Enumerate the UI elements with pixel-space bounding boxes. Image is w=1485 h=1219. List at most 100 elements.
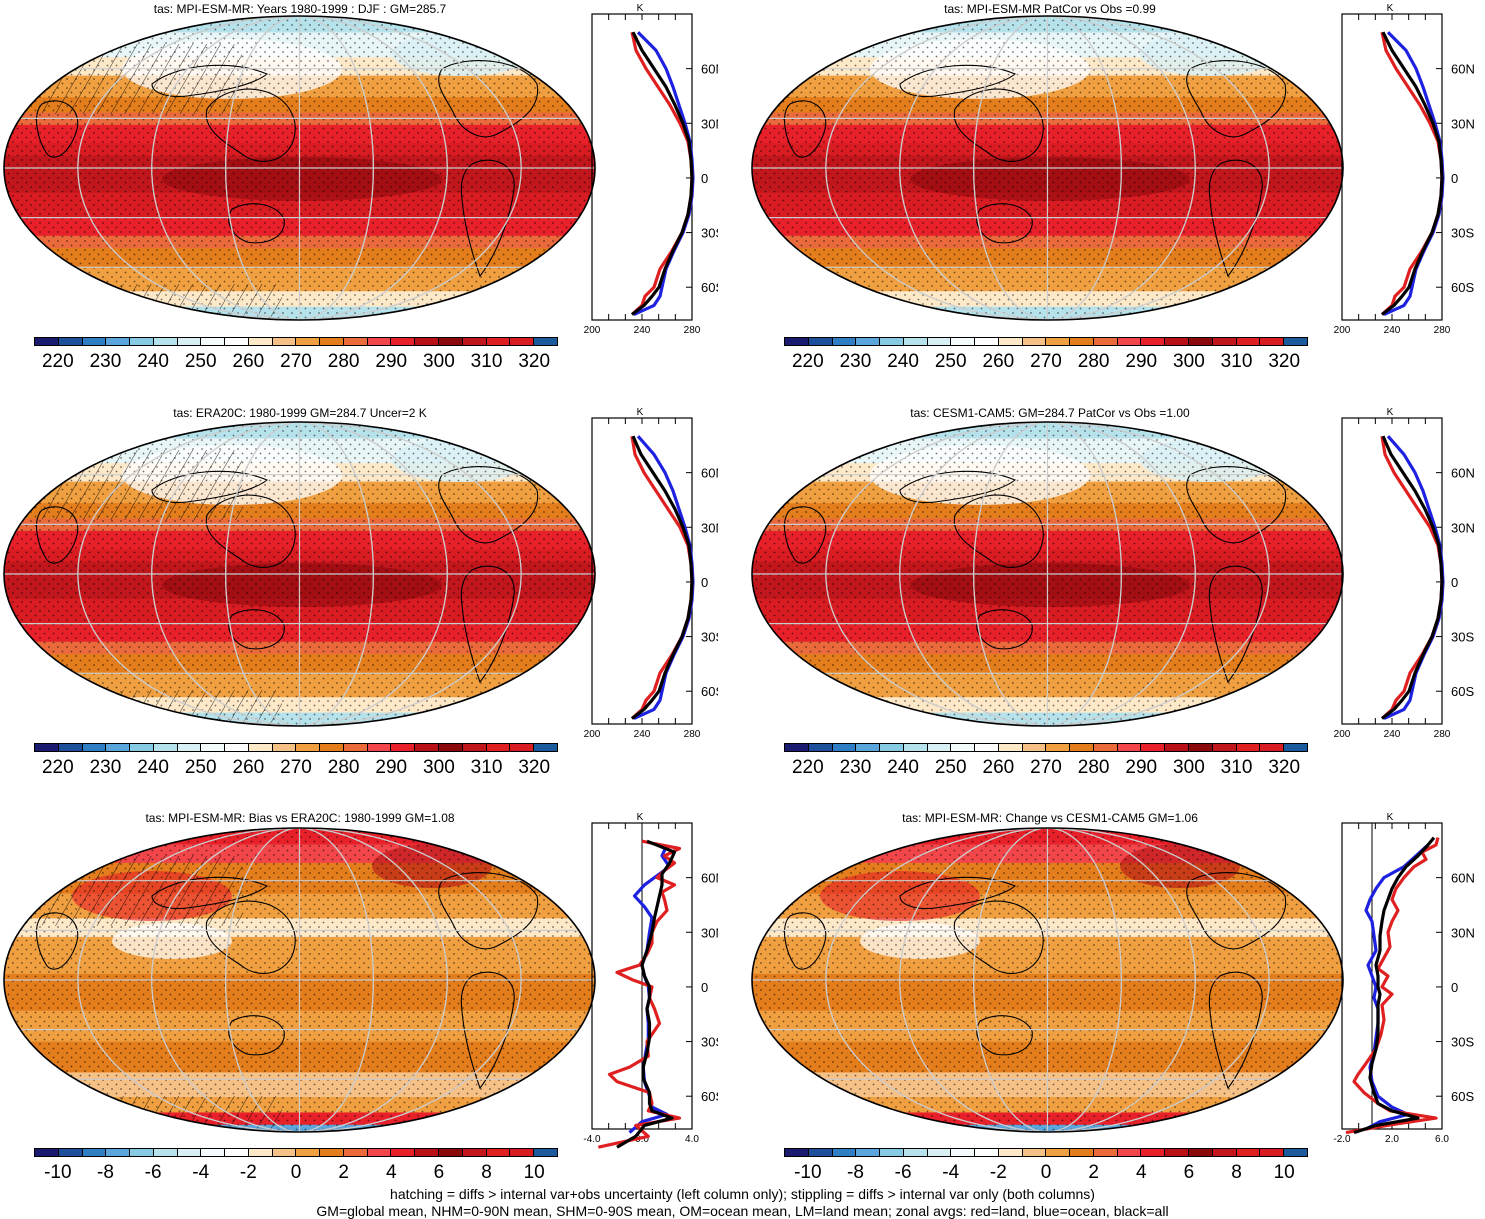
colorbar-tick-label: 260: [983, 351, 1015, 373]
colorbar-tick-label: 230: [90, 351, 122, 373]
colorbar-swatch: [975, 338, 999, 345]
panel-title: tas: MPI-ESM-MR: Bias vs ERA20C: 1980-19…: [0, 811, 600, 825]
lat-tick-label: 60S: [701, 280, 718, 295]
map-svg: [750, 420, 1345, 728]
colorbar-swatch: [439, 338, 463, 345]
colorbar-tick-label: -6: [895, 1162, 912, 1184]
colorbar-swatch: [487, 744, 511, 751]
colorbar-swatch: [344, 1149, 368, 1156]
colorbar-tick-label: 220: [792, 351, 824, 373]
colorbar-tick-label: 270: [280, 351, 312, 373]
colorbar-swatch: [809, 1149, 833, 1156]
lat-tick-label: 30N: [701, 925, 718, 940]
colorbar-tick-label: 260: [983, 757, 1015, 779]
colorbar-swatch: [391, 338, 415, 345]
zonal-line-land: [632, 32, 692, 314]
lat-tick-label: 30S: [701, 226, 718, 241]
colorbar-swatch: [785, 1149, 809, 1156]
colorbar-swatch: [1213, 338, 1237, 345]
colorbar-swatch: [130, 744, 154, 751]
colorbar-swatch: [1118, 338, 1142, 345]
colorbar-swatch: [59, 1149, 83, 1156]
lat-tick-label: 30S: [1451, 630, 1474, 645]
colorbar-swatch: [1213, 744, 1237, 751]
colorbar-swatch: [904, 338, 928, 345]
colorbar-swatch: [249, 744, 273, 751]
colorbar-tick-label: 320: [1268, 757, 1300, 779]
map-svg: [750, 14, 1345, 322]
colorbar-swatch: [487, 338, 511, 345]
colorbar-tick-label: 280: [1078, 757, 1110, 779]
colorbar-swatch: [1213, 1149, 1237, 1156]
panel-title: tas: MPI-ESM-MR: Change vs CESM1-CAM5 GM…: [750, 811, 1350, 825]
colorbar-tick-label: 2: [338, 1162, 349, 1184]
lat-tick-label: 60N: [701, 62, 718, 77]
colorbar-swatch: [296, 744, 320, 751]
colorbar-swatch: [1141, 1149, 1165, 1156]
colorbar-swatch: [880, 1149, 904, 1156]
colorbar-tick-label: 280: [328, 757, 360, 779]
colorbar-swatch: [1284, 1149, 1307, 1156]
zonal-line-all: [632, 436, 692, 718]
colorbar-tick-label: 290: [1125, 351, 1157, 373]
colorbar-tick-label: 300: [1173, 757, 1205, 779]
lat-tick-label: 30N: [1451, 116, 1475, 131]
caption-line-2: GM=global mean, NHM=0-90N mean, SHM=0-90…: [0, 1203, 1485, 1219]
x-tick-label: 280: [684, 729, 701, 740]
colorbar-tick-label: 8: [481, 1162, 492, 1184]
colorbar-swatch: [1094, 744, 1118, 751]
colorbar-tick-label: 300: [1173, 351, 1205, 373]
colorbar-swatch: [1046, 338, 1070, 345]
x-tick-label: 280: [1434, 325, 1451, 336]
colorbar-swatch: [975, 744, 999, 751]
colorbar-tick-label: 270: [1030, 757, 1062, 779]
robinson-map: [750, 826, 1345, 1134]
x-tick-label: 280: [684, 325, 701, 336]
colorbar-tick-label: 250: [185, 351, 217, 373]
colorbar-swatch: [368, 744, 392, 751]
lat-tick-label: 30N: [1451, 520, 1475, 535]
colorbar-swatch: [975, 1149, 999, 1156]
colorbar-swatch: [415, 1149, 439, 1156]
colorbar-swatch: [391, 744, 415, 751]
colorbar-swatch: [1070, 744, 1094, 751]
map-svg: [750, 826, 1345, 1134]
colorbar-swatch: [273, 1149, 297, 1156]
colorbar-tick-label: 290: [1125, 757, 1157, 779]
colorbar-swatch: [1118, 744, 1142, 751]
zonal-unit-label: K: [637, 812, 644, 823]
lat-tick-label: 30S: [701, 630, 718, 645]
colorbar-swatch: [785, 744, 809, 751]
colorbar-tick-label: 2: [1088, 1162, 1099, 1184]
lat-tick-label: 30S: [701, 1035, 718, 1050]
robinson-map: [2, 420, 597, 728]
colorbar-swatch: [344, 338, 368, 345]
colorbar-tick-label: 270: [280, 757, 312, 779]
robinson-map: [750, 14, 1345, 322]
colorbar-swatch: [809, 338, 833, 345]
colorbar-tick-label: 220: [792, 757, 824, 779]
colorbar-swatch: [225, 1149, 249, 1156]
colorbar-swatch: [106, 338, 130, 345]
colorbar-tick-label: 240: [137, 351, 169, 373]
colorbar-swatch: [951, 1149, 975, 1156]
colorbar-tick-label: 260: [233, 757, 265, 779]
colorbar-swatch: [534, 1149, 557, 1156]
colorbar-swatch: [106, 744, 130, 751]
lat-tick-label: 60S: [701, 684, 718, 699]
colorbar-tick-label: 0: [1041, 1162, 1052, 1184]
colorbar-swatch: [1165, 338, 1189, 345]
colorbar-tick-label: 8: [1231, 1162, 1242, 1184]
colorbar-swatch: [1260, 744, 1284, 751]
panel-title: tas: ERA20C: 1980-1999 GM=284.7 Uncer=2 …: [0, 406, 600, 420]
